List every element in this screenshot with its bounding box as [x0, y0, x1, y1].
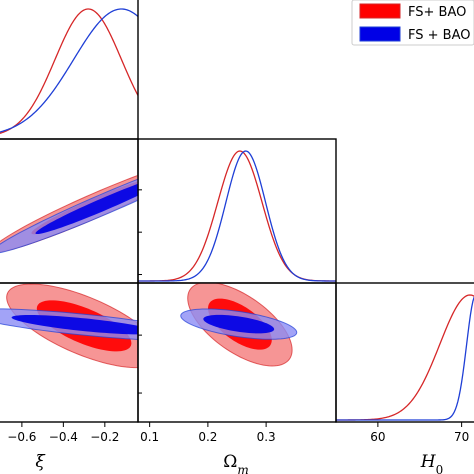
panel-frame-H0-H0 — [335, 282, 474, 423]
panel-Om-xi — [0, 174, 138, 254]
legend-swatch — [359, 26, 401, 42]
panel-frame-Om-Om — [137, 138, 337, 284]
panel-Om-Om — [138, 150, 336, 282]
panel-H0-xi — [0, 283, 138, 369]
marginal-line-xi-fs-bao-red — [0, 8, 138, 134]
contour-68-xi-H0-blue — [11, 315, 138, 335]
x-tick-label-H0: 70 — [454, 430, 469, 444]
marginal-line-H0-fs-bao-blue — [336, 296, 474, 421]
x-tick-label-xi: −0.2 — [90, 430, 119, 444]
x-tick-label-xi: −0.4 — [49, 430, 78, 444]
panel-frame-H0-Om — [137, 282, 337, 423]
legend: FS+ BAO FS + BAO — [351, 0, 474, 46]
axis-label-Om: Ωm — [223, 452, 249, 474]
panel-H0-H0 — [336, 294, 474, 421]
legend-label: FS + BAO — [408, 28, 470, 43]
x-tick-label-xi: −0.6 — [7, 430, 36, 444]
legend-swatch — [359, 3, 401, 19]
marginal-line-Om-fs-bao-blue — [138, 150, 336, 282]
axis-label-H0: H0 — [420, 452, 443, 474]
contour-68-xi-Om-blue — [35, 183, 138, 235]
panel-frame-xi-xi — [0, 0, 139, 140]
legend-label: FS+ BAO — [408, 5, 466, 20]
marginal-line-xi-fs-bao-blue — [0, 8, 138, 133]
x-tick-label-Om: 0.2 — [198, 430, 217, 444]
marginal-line-H0-fs-bao-red — [336, 294, 474, 421]
x-tick-label-Om: 0.3 — [257, 430, 276, 444]
panel-H0-Om — [180, 283, 298, 367]
panel-xi-xi — [0, 8, 138, 134]
marginal-line-Om-fs-bao-red — [138, 150, 336, 282]
x-tick-label-H0: 60 — [370, 430, 385, 444]
contour-68-Om-H0-blue — [203, 314, 275, 334]
axis-label-xi: ξ — [35, 452, 46, 472]
x-tick-label-Om: 0.1 — [140, 430, 159, 444]
